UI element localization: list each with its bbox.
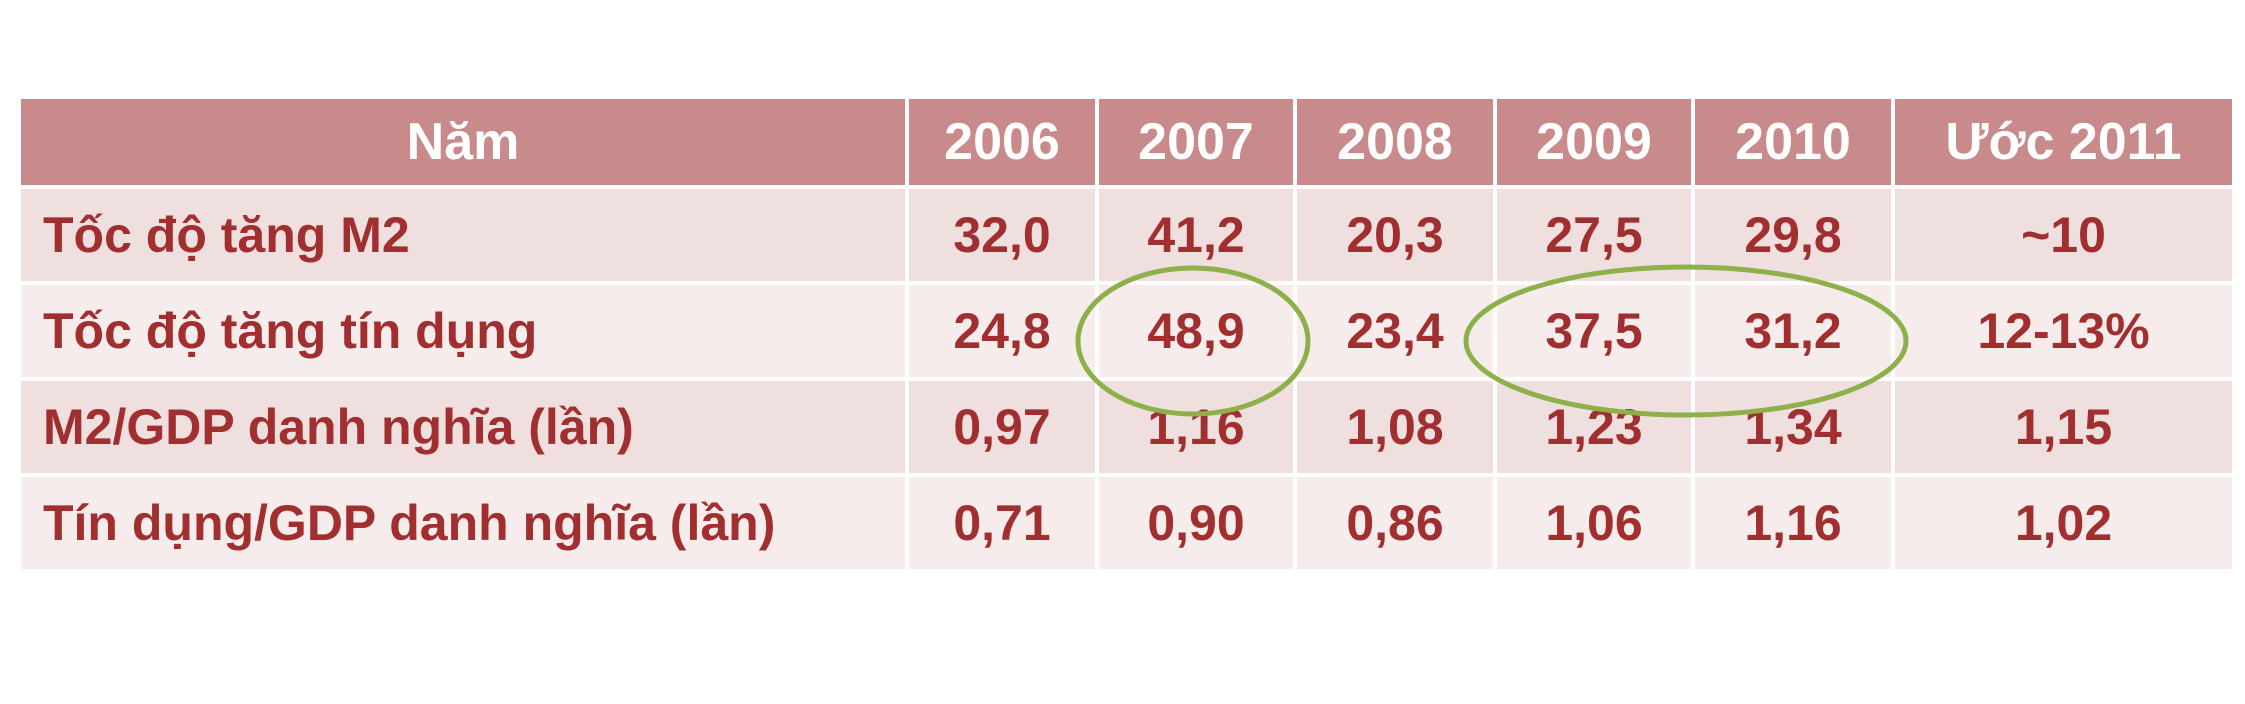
table-cell: 37,5 xyxy=(1493,281,1695,381)
row-label: Tốc độ tăng tín dụng xyxy=(17,281,909,381)
header-2006: 2006 xyxy=(905,95,1099,189)
table-cell: 27,5 xyxy=(1493,185,1695,285)
header-row: Năm 2006 2007 2008 2009 2010 Ước 2011 xyxy=(17,95,2236,189)
table-row: Tín dụng/GDP danh nghĩa (lần) 0,71 0,90 … xyxy=(17,473,2236,573)
row-label: Tốc độ tăng M2 xyxy=(17,185,909,285)
table-cell: 0,86 xyxy=(1293,473,1497,573)
table-row: M2/GDP danh nghĩa (lần) 0,97 1,16 1,08 1… xyxy=(17,377,2236,477)
table-cell: 1,06 xyxy=(1493,473,1695,573)
table-cell: 0,71 xyxy=(905,473,1099,573)
table-cell: 24,8 xyxy=(905,281,1099,381)
table-cell: 12-13% xyxy=(1891,281,2236,381)
table-cell: 1,15 xyxy=(1891,377,2236,477)
header-nam: Năm xyxy=(17,95,909,189)
table-cell: 1,34 xyxy=(1691,377,1895,477)
table-cell: 1,16 xyxy=(1691,473,1895,573)
data-table: Năm 2006 2007 2008 2009 2010 Ước 2011 Tố… xyxy=(17,95,2236,573)
header-2010: 2010 xyxy=(1691,95,1895,189)
header-2008: 2008 xyxy=(1293,95,1497,189)
table-cell: 1,02 xyxy=(1891,473,2236,573)
table-cell: 23,4 xyxy=(1293,281,1497,381)
table-cell: 48,9 xyxy=(1095,281,1297,381)
table-cell: 1,08 xyxy=(1293,377,1497,477)
table-cell: 29,8 xyxy=(1691,185,1895,285)
table-cell: 20,3 xyxy=(1293,185,1497,285)
table-cell: 41,2 xyxy=(1095,185,1297,285)
row-label: Tín dụng/GDP danh nghĩa (lần) xyxy=(17,473,909,573)
table-row: Tốc độ tăng tín dụng 24,8 48,9 23,4 37,5… xyxy=(17,281,2236,381)
table-cell: ~10 xyxy=(1891,185,2236,285)
table-cell: 32,0 xyxy=(905,185,1099,285)
table-cell: 31,2 xyxy=(1691,281,1895,381)
header-uoc-2011: Ước 2011 xyxy=(1891,95,2236,189)
table-cell: 1,23 xyxy=(1493,377,1695,477)
table-cell: 0,90 xyxy=(1095,473,1297,573)
table-cell: 0,97 xyxy=(905,377,1099,477)
row-label: M2/GDP danh nghĩa (lần) xyxy=(17,377,909,477)
header-2009: 2009 xyxy=(1493,95,1695,189)
table-row: Tốc độ tăng M2 32,0 41,2 20,3 27,5 29,8 … xyxy=(17,185,2236,285)
table-cell: 1,16 xyxy=(1095,377,1297,477)
header-2007: 2007 xyxy=(1095,95,1297,189)
